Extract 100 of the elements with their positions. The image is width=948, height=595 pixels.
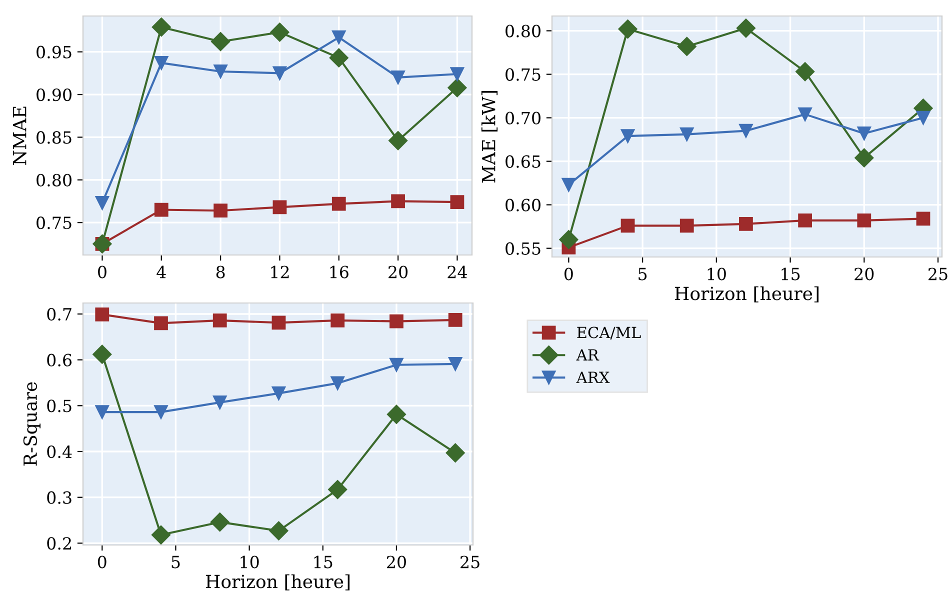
x-tick-label: 20 [854,268,874,280]
point [270,22,290,42]
point [95,405,110,420]
point [390,314,404,328]
point [92,344,112,364]
x-tick-label: 4 [156,266,166,278]
x-tick-label: 24 [448,266,467,278]
point [798,107,812,122]
y-tick-label: 0.95 [36,46,72,58]
x-tick-label: 10 [708,268,726,280]
y-tick-label: 0.2 [47,537,71,550]
x-tick-label: 25 [928,268,948,280]
x-tick-label: 12 [271,266,289,278]
point [92,234,112,254]
point [210,512,230,532]
y-tick-label: 0.55 [506,242,540,255]
x-tick-label: 15 [314,556,332,568]
point [388,131,408,150]
point [620,218,635,233]
point [857,126,872,140]
x-tick-label: 16 [330,266,348,278]
point [95,308,110,322]
y-axis-title: R-Square [23,382,41,466]
x-tick-label: 15 [782,268,800,280]
point [152,18,171,37]
point [269,521,288,540]
x-tick-label: 25 [460,556,480,568]
point [857,214,872,228]
point [272,316,286,330]
y-axis-title: NMAE [13,106,26,165]
x-tick-label: 5 [638,268,647,280]
point [620,129,635,144]
legend-label: AR [576,349,600,360]
point [154,405,168,420]
point [214,64,228,78]
point [559,230,578,250]
point [796,62,815,82]
x-tick-label: 5 [172,556,180,568]
x-tick-label: 0 [564,268,573,280]
point [739,124,753,138]
point [736,18,756,38]
y-tick-label: 0.70 [506,112,540,124]
x-tick-label: 20 [388,266,408,278]
point [214,204,228,218]
point [211,32,230,52]
point [272,386,286,400]
legend-label: ARX [576,372,610,383]
y-tick-label: 0.80 [36,174,72,186]
point [328,480,348,500]
point [151,525,171,544]
x-tick-label: 8 [216,266,225,278]
point [618,20,638,39]
legend-label: ECA/ML [577,326,641,340]
y-tick-label: 0.3 [47,491,72,504]
x-tick-label: 0 [98,266,106,278]
point [916,110,930,125]
point [332,196,346,211]
point [330,313,345,328]
point [212,396,227,410]
y-tick-label: 0.7 [47,308,72,321]
point [329,48,348,68]
point [798,214,812,228]
point [330,376,345,390]
point [386,404,406,424]
point [916,212,930,226]
point [272,66,287,80]
y-tick-label: 0.6 [47,354,72,366]
y-tick-label: 0.75 [36,216,72,230]
point [739,216,753,231]
y-tick-label: 0.4 [47,445,72,458]
point [391,194,405,208]
point [448,78,467,98]
y-tick-label: 0.85 [36,131,72,144]
point [154,56,168,70]
point [450,195,464,210]
x-tick-label: 20 [387,556,406,568]
point [680,127,694,142]
x-tick-label: 0 [98,556,106,568]
y-tick-label: 0.90 [36,88,72,102]
point [680,218,694,233]
point [212,313,227,328]
point [154,316,168,330]
point [448,313,462,327]
y-tick-label: 0.60 [506,198,540,212]
y-axis-title: MAE [kW] [481,91,498,183]
y-tick-label: 0.65 [506,155,540,168]
y-tick-label: 0.80 [506,24,540,38]
point [154,202,168,217]
point [332,30,346,44]
point [391,70,405,84]
point [450,67,464,81]
point [446,443,465,462]
point [677,36,696,56]
point [272,200,287,214]
x-axis-title: Horizon [heure] [674,286,819,302]
y-tick-label: 0.75 [506,68,540,81]
x-axis-title: Horizon [heure] [206,574,350,590]
point [95,196,110,210]
point [854,148,874,168]
point [562,178,576,192]
